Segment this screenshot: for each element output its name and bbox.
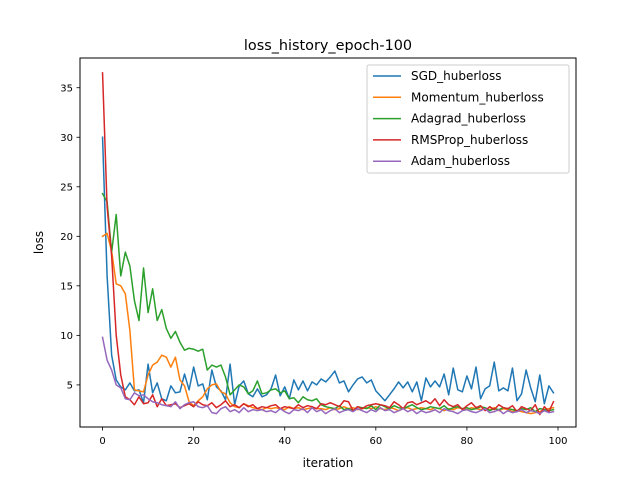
y-tick-label: 35 bbox=[60, 83, 73, 94]
series-line-momentum-huberloss bbox=[101, 232, 555, 415]
legend: SGD_huberloss Momentum_huberloss Adagrad_h… bbox=[366, 64, 570, 174]
legend-label: Adagrad_huberloss bbox=[411, 112, 526, 126]
x-tick-label: 60 bbox=[369, 436, 382, 447]
legend-label: SGD_huberloss bbox=[411, 69, 501, 83]
series-line-adagrad-huberloss bbox=[101, 192, 555, 413]
y-tick-label: 5 bbox=[67, 380, 73, 391]
legend-label: RMSProp_huberloss bbox=[411, 133, 528, 147]
x-tick-label: 0 bbox=[99, 436, 105, 447]
x-tick-label: 100 bbox=[548, 436, 567, 447]
legend-items: SGD_huberloss Momentum_huberloss Adagrad_h… bbox=[373, 69, 544, 168]
y-tick-label: 20 bbox=[60, 232, 73, 243]
legend-label: Momentum_huberloss bbox=[411, 90, 544, 104]
chart-title: loss_history_epoch-100 bbox=[244, 38, 412, 54]
y-tick-label: 30 bbox=[60, 133, 73, 144]
x-tick-label: 20 bbox=[187, 436, 200, 447]
x-axis: 0 20 40 60 80 100 bbox=[99, 427, 568, 447]
y-axis-label: loss bbox=[32, 231, 46, 254]
y-axis: 5 10 15 20 25 30 35 bbox=[60, 83, 80, 391]
x-tick-label: 80 bbox=[461, 436, 474, 447]
y-tick-label: 10 bbox=[60, 331, 73, 342]
series-line-adam-huberloss bbox=[101, 336, 555, 415]
axes-frame bbox=[79, 57, 577, 428]
y-tick-label: 25 bbox=[60, 182, 73, 193]
x-axis-label: iteration bbox=[303, 456, 354, 470]
plot-area: 0 20 40 60 80 100 5 10 15 20 25 30 35 bbox=[60, 57, 577, 447]
series-layer bbox=[101, 72, 555, 416]
legend-label: Adam_huberloss bbox=[411, 154, 510, 168]
series-line-sgd-huberloss bbox=[101, 136, 555, 406]
y-tick-label: 15 bbox=[60, 281, 73, 292]
legend-box bbox=[366, 64, 570, 174]
x-tick-label: 40 bbox=[278, 436, 291, 447]
